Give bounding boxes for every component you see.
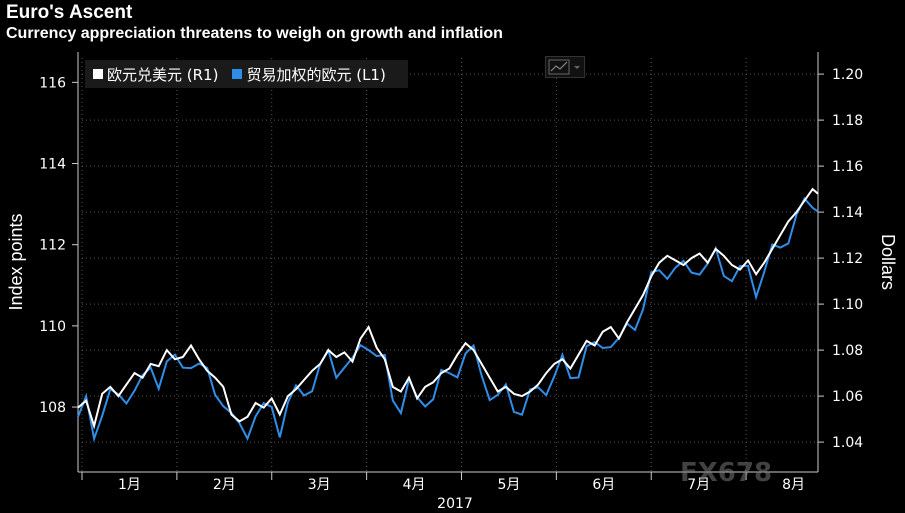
left-tick-label: 108 — [39, 400, 66, 416]
series-line-trade-weighted — [77, 196, 819, 443]
legend-item-eurusd[interactable]: 欧元兑美元 (R1) — [93, 64, 218, 85]
x-axis-ticks: 1月 2月 3月 4月 5月 6月 7月 8月 — [81, 472, 805, 493]
x-axis-year-label: 2017 — [437, 496, 473, 512]
x-tick-label: 3月 — [308, 477, 331, 493]
watermark: FX678 — [680, 458, 773, 488]
legend-swatch-white — [93, 69, 103, 79]
x-tick-label: 1月 — [118, 477, 141, 493]
left-axis-title: Index points — [6, 213, 26, 310]
right-axis-title: Dollars — [878, 234, 898, 290]
legend-item-trade-weighted[interactable]: 贸易加权的欧元 (L1) — [232, 64, 386, 85]
legend-swatch-blue — [232, 69, 243, 79]
right-tick-label: 1.20 — [832, 67, 863, 83]
chart-type-icon[interactable] — [545, 56, 585, 78]
right-tick-label: 1.14 — [832, 205, 863, 221]
x-tick-label: 2月 — [213, 477, 236, 493]
left-tick-label: 112 — [39, 238, 66, 254]
series-lines — [77, 187, 819, 443]
right-axis-ticks: 1.04 1.06 1.08 1.10 1.12 1.14 1.16 1.18 1.20 — [818, 67, 863, 451]
left-tick-label: 116 — [39, 75, 66, 91]
chart-title: Euro's Ascent — [6, 2, 133, 23]
left-tick-label: 114 — [39, 157, 66, 173]
legend: 欧元兑美元 (R1) 贸易加权的欧元 (L1) — [85, 60, 408, 88]
grid-lines — [77, 52, 819, 473]
x-tick-label: 5月 — [497, 477, 520, 493]
legend-label-eurusd: 欧元兑美元 (R1) — [107, 65, 219, 84]
right-tick-label: 1.16 — [832, 159, 863, 175]
x-tick-label: 6月 — [592, 477, 615, 493]
left-axis-ticks: 108 110 112 114 116 — [39, 75, 78, 416]
right-tick-label: 1.08 — [832, 343, 863, 359]
series-line-eurusd — [77, 187, 819, 430]
line-chart-icon — [548, 59, 580, 75]
right-tick-label: 1.10 — [832, 297, 863, 313]
right-tick-label: 1.12 — [832, 251, 863, 267]
legend-label-trade-weighted: 贸易加权的欧元 (L1) — [246, 65, 386, 84]
left-tick-label: 110 — [39, 319, 66, 335]
right-tick-label: 1.04 — [832, 435, 863, 451]
right-tick-label: 1.06 — [832, 389, 863, 405]
x-tick-label: 4月 — [403, 477, 426, 493]
x-tick-label: 7月 — [687, 477, 710, 493]
right-tick-label: 1.18 — [832, 113, 863, 129]
chart-subtitle: Currency appreciation threatens to weigh… — [6, 25, 503, 42]
x-tick-label: 8月 — [782, 477, 805, 493]
